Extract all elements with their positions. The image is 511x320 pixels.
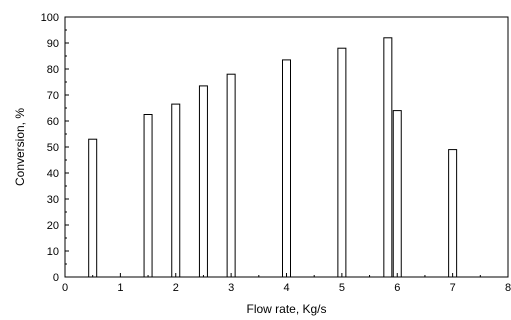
y-tick-label: 100 xyxy=(41,12,59,24)
x-tick-label: 6 xyxy=(394,282,400,294)
x-tick-label: 3 xyxy=(228,282,234,294)
bar-4 xyxy=(198,85,208,278)
x-tick-label: 1 xyxy=(117,282,123,294)
bars-group xyxy=(88,37,458,278)
x-tick-label: 4 xyxy=(283,282,289,294)
bar-9 xyxy=(392,110,402,278)
bar-8 xyxy=(383,37,393,278)
y-tick-label: 80 xyxy=(47,64,59,76)
x-tick-label: 2 xyxy=(173,282,179,294)
y-tick-label: 10 xyxy=(47,246,59,258)
x-axis-title: Flow rate, Kg/s xyxy=(246,302,326,316)
y-axis-title: Conversion, % xyxy=(13,108,27,186)
y-tick-label: 30 xyxy=(47,194,59,206)
x-tick-label: 0 xyxy=(62,282,68,294)
y-tick-label: 50 xyxy=(47,142,59,154)
bar-1 xyxy=(88,138,98,278)
x-tick-label: 7 xyxy=(450,282,456,294)
bar-2 xyxy=(143,114,153,278)
bar-3 xyxy=(171,103,181,278)
bar-5 xyxy=(226,73,236,278)
y-tick-label: 0 xyxy=(53,272,59,284)
bar-7 xyxy=(337,47,347,278)
y-tick-label: 60 xyxy=(47,116,59,128)
y-tick-label: 70 xyxy=(47,90,59,102)
x-tick-label: 5 xyxy=(339,282,345,294)
bar-10 xyxy=(448,149,458,278)
y-tick-label: 90 xyxy=(47,38,59,50)
x-tick-label: 8 xyxy=(505,282,511,294)
y-tick-label: 40 xyxy=(47,168,59,180)
bar-6 xyxy=(282,59,291,278)
y-tick-label: 20 xyxy=(47,220,59,232)
